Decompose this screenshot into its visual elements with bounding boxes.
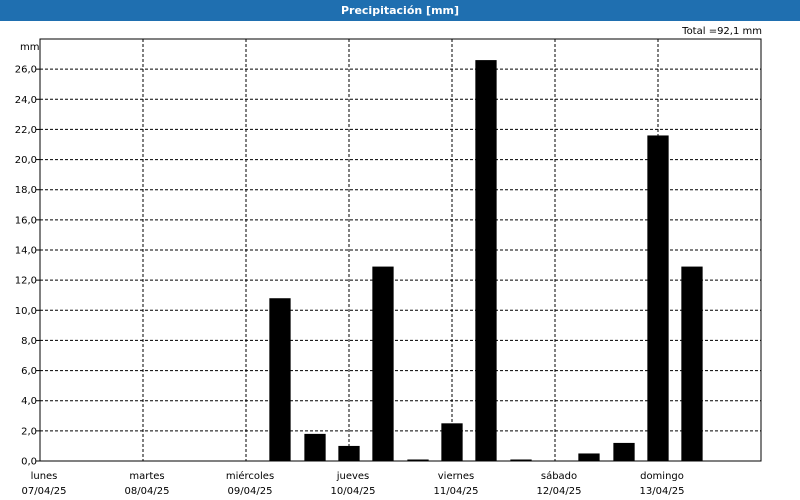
x-tick-day: sábado: [541, 470, 577, 482]
y-tick-label: 0,0: [21, 457, 37, 468]
y-tick-label: 4,0: [21, 396, 37, 407]
x-tick-day: viernes: [438, 471, 474, 482]
y-tick-label: 18,0: [15, 185, 37, 196]
x-tick-day: lunes: [31, 471, 58, 482]
x-tick-day: jueves: [336, 471, 370, 482]
x-tick-date: 07/04/25: [22, 486, 67, 497]
precip-bar: [613, 442, 635, 461]
x-tick-date: 11/04/25: [434, 486, 479, 497]
precip-bar: [407, 459, 429, 461]
y-tick-label: 24,0: [15, 95, 37, 106]
y-tick-label: 12,0: [15, 276, 37, 287]
y-tick-label: 8,0: [21, 336, 37, 347]
y-tick-label: 2,0: [21, 426, 37, 437]
y-tick-label: 20,0: [15, 155, 37, 166]
x-axis-ticks: lunes 07/04/25 martes 08/04/25 miércoles 09/0…: [22, 470, 685, 497]
y-tick-label: 10,0: [15, 306, 37, 317]
x-tick-date: 12/04/25: [537, 486, 582, 497]
grid: [40, 39, 761, 461]
precip-bar: [647, 135, 669, 461]
x-tick-day: miércoles: [226, 470, 274, 482]
y-tick-label: 26,0: [15, 65, 37, 76]
y-axis-ticks: 0,0 2,0 4,0 6,0 8,0 10,0 12,0 14,0 16,0 18,0 20,0 2…: [15, 65, 40, 468]
bars: [269, 60, 703, 461]
precip-bar: [475, 60, 497, 461]
precip-bar: [304, 433, 326, 461]
total-label: Total =92,1 mm: [682, 26, 762, 37]
precip-bar: [269, 298, 291, 461]
y-tick-label: 14,0: [15, 246, 37, 257]
y-tick-label: 6,0: [21, 366, 37, 377]
precip-bar: [441, 423, 463, 461]
chart-title: Precipitación [mm]: [0, 0, 800, 21]
precip-bar: [338, 445, 360, 461]
precip-bar: [578, 453, 600, 461]
precip-bar: [681, 266, 703, 461]
x-tick-date: 08/04/25: [125, 486, 170, 497]
x-tick-date: 09/04/25: [228, 486, 273, 497]
y-tick-label: 22,0: [15, 125, 37, 136]
x-tick-date: 10/04/25: [331, 486, 376, 497]
precip-bar: [372, 266, 394, 461]
x-tick-day: martes: [129, 471, 164, 482]
precip-bar: [510, 459, 532, 461]
y-tick-label: 16,0: [15, 215, 37, 226]
x-tick-day: domingo: [640, 471, 684, 482]
x-tick-date: 13/04/25: [640, 486, 685, 497]
y-axis-label: mm: [20, 42, 39, 53]
